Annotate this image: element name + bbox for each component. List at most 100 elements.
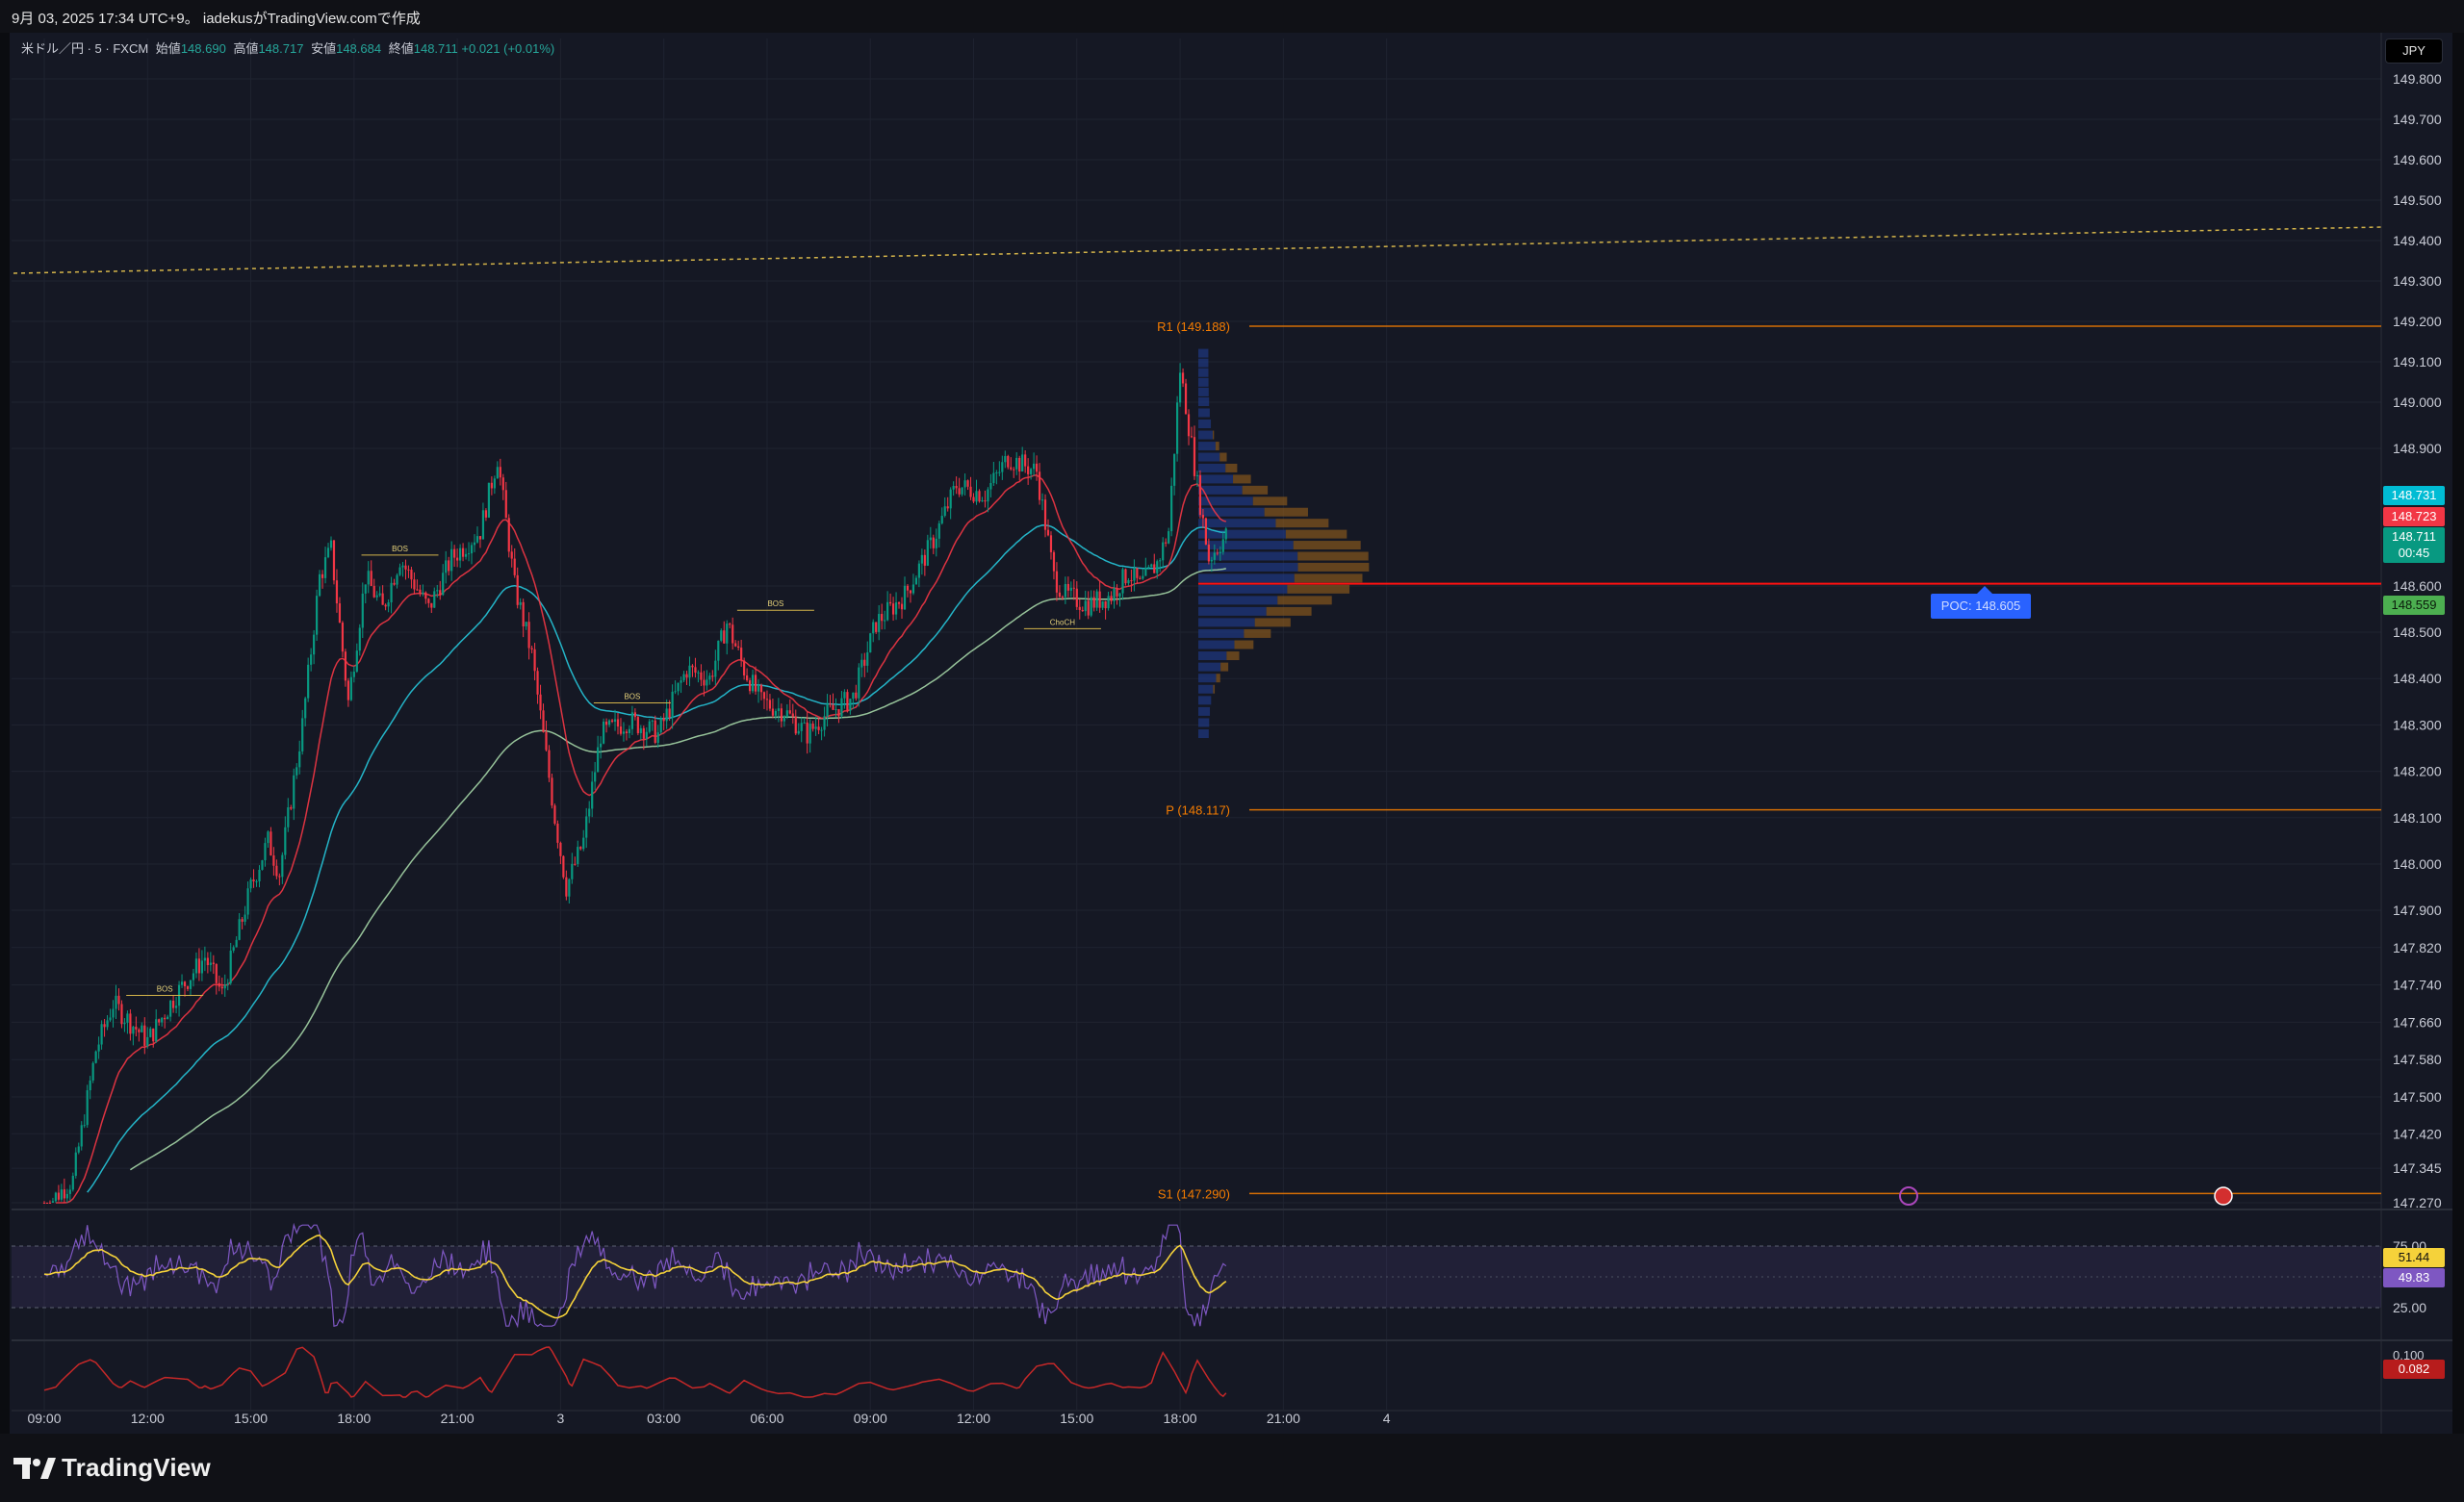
candle-body <box>461 547 465 557</box>
candle-body <box>969 486 972 497</box>
candle-body <box>112 1008 115 1018</box>
candle-body <box>920 554 923 564</box>
candle-body <box>917 563 920 578</box>
candle-body <box>1075 588 1078 607</box>
candle-body <box>169 1000 172 1017</box>
candle-body <box>464 553 468 557</box>
candle-body <box>1081 609 1084 612</box>
snapshot-caption: 9月 03, 2025 17:34 UTC+9。 iadekusがTrading… <box>12 11 421 27</box>
candle-body <box>562 855 565 878</box>
candle-body <box>1072 587 1075 589</box>
candle-body <box>932 537 935 548</box>
candle-body <box>186 986 190 989</box>
candle-body <box>823 716 826 730</box>
candle-body <box>740 648 743 661</box>
candle-body <box>51 1201 55 1203</box>
price-axis-label: 147.820 <box>2393 940 2442 955</box>
candle-body <box>326 547 330 558</box>
candle-body <box>390 582 393 603</box>
time-axis-label: 3 <box>557 1411 565 1426</box>
candle-body <box>1176 402 1179 454</box>
candle-body <box>318 573 321 597</box>
candle-body <box>797 730 800 734</box>
close-label: 終値 <box>388 41 414 56</box>
volume-profile-bar-sell <box>1294 573 1363 583</box>
tradingview-logo[interactable]: TradingView <box>13 1453 211 1483</box>
candle-body <box>91 1062 94 1081</box>
price-axis-label: 147.420 <box>2393 1126 2442 1141</box>
candle-body <box>364 584 367 594</box>
candle-body <box>261 860 264 870</box>
volume-profile-bar-sell <box>1293 541 1361 550</box>
candle-body <box>496 467 499 479</box>
candle-body <box>1193 437 1196 476</box>
candle-body <box>1024 454 1027 467</box>
candle-body <box>610 720 614 723</box>
candle-body <box>120 1004 123 1025</box>
chart-canvas[interactable]: 149.800 149.700 149.600 149.500 149.400 149.3… <box>0 0 2464 1434</box>
price-axis-label: 147.900 <box>2393 903 2442 918</box>
volume-profile-bar-buy <box>1198 573 1295 583</box>
candle-body <box>1095 591 1098 608</box>
candle-body <box>600 743 603 748</box>
structure-label: BOS <box>157 984 173 993</box>
candle-body <box>106 1020 109 1028</box>
candle-body <box>961 487 963 495</box>
pivot-label: P (148.117) <box>1166 803 1230 818</box>
candle-body <box>1224 528 1227 540</box>
candle-body <box>48 1203 52 1204</box>
candle-body <box>126 1013 129 1023</box>
candle-body <box>1116 588 1118 597</box>
chart-frame[interactable] <box>10 33 2452 1434</box>
volume-profile-bar-buy <box>1198 463 1226 472</box>
volume-profile-bar-sell <box>1277 596 1332 605</box>
candle-body <box>1144 567 1147 576</box>
candle-body <box>1007 455 1010 468</box>
candle-body <box>467 553 471 555</box>
candle-body <box>622 731 626 734</box>
candle-body <box>565 877 568 897</box>
candle-body <box>846 692 849 711</box>
candle-body <box>935 538 937 548</box>
candle-body <box>746 675 749 681</box>
candle-body <box>189 980 192 989</box>
candle-body <box>903 585 907 610</box>
candle-body <box>97 1044 100 1052</box>
candle-body <box>258 869 261 881</box>
volume-profile-bar-sell <box>1285 529 1348 539</box>
candle-body <box>232 947 235 951</box>
candle-body <box>287 807 290 827</box>
price-axis-label: 147.660 <box>2393 1014 2442 1030</box>
candle-body <box>1156 561 1159 573</box>
candle-body <box>943 506 946 517</box>
candle-body <box>651 720 654 722</box>
currency-button[interactable]: JPY <box>2385 38 2443 64</box>
symbol-name[interactable]: 米ドル／円 · 5 · FXCM <box>21 41 149 56</box>
symbol-legend[interactable]: 米ドル／円 · 5 · FXCM 始値148.690 高値148.717 安値1… <box>21 38 554 57</box>
candle-body <box>998 471 1001 473</box>
candle-body <box>837 709 840 717</box>
lower-indicator-tag: 0.082 <box>2383 1360 2445 1379</box>
candle-body <box>1084 600 1087 612</box>
candle-body <box>762 692 766 700</box>
candle-body <box>401 565 404 568</box>
candle-body <box>1187 414 1191 437</box>
poc-label[interactable]: POC: 148.605 <box>1931 586 2031 619</box>
candle-body <box>244 914 246 922</box>
candle-body <box>1173 453 1176 486</box>
price-tag-ema-green: 148.559 <box>2383 596 2445 615</box>
lower-indicator-line <box>43 1346 1227 1398</box>
candle-body <box>817 726 820 730</box>
candle-body <box>906 585 910 591</box>
candle-body <box>1159 560 1162 562</box>
candle-body <box>1150 564 1153 568</box>
candle-body <box>1040 499 1044 501</box>
price-axis-label: 149.100 <box>2393 354 2442 369</box>
candle-body <box>759 684 763 693</box>
volume-profile-bar-sell <box>1213 684 1216 694</box>
candle-body <box>720 630 723 641</box>
candle-body <box>384 604 387 607</box>
candle-body <box>551 777 553 806</box>
price-axis-label: 149.600 <box>2393 152 2442 167</box>
candle-body <box>685 674 688 678</box>
